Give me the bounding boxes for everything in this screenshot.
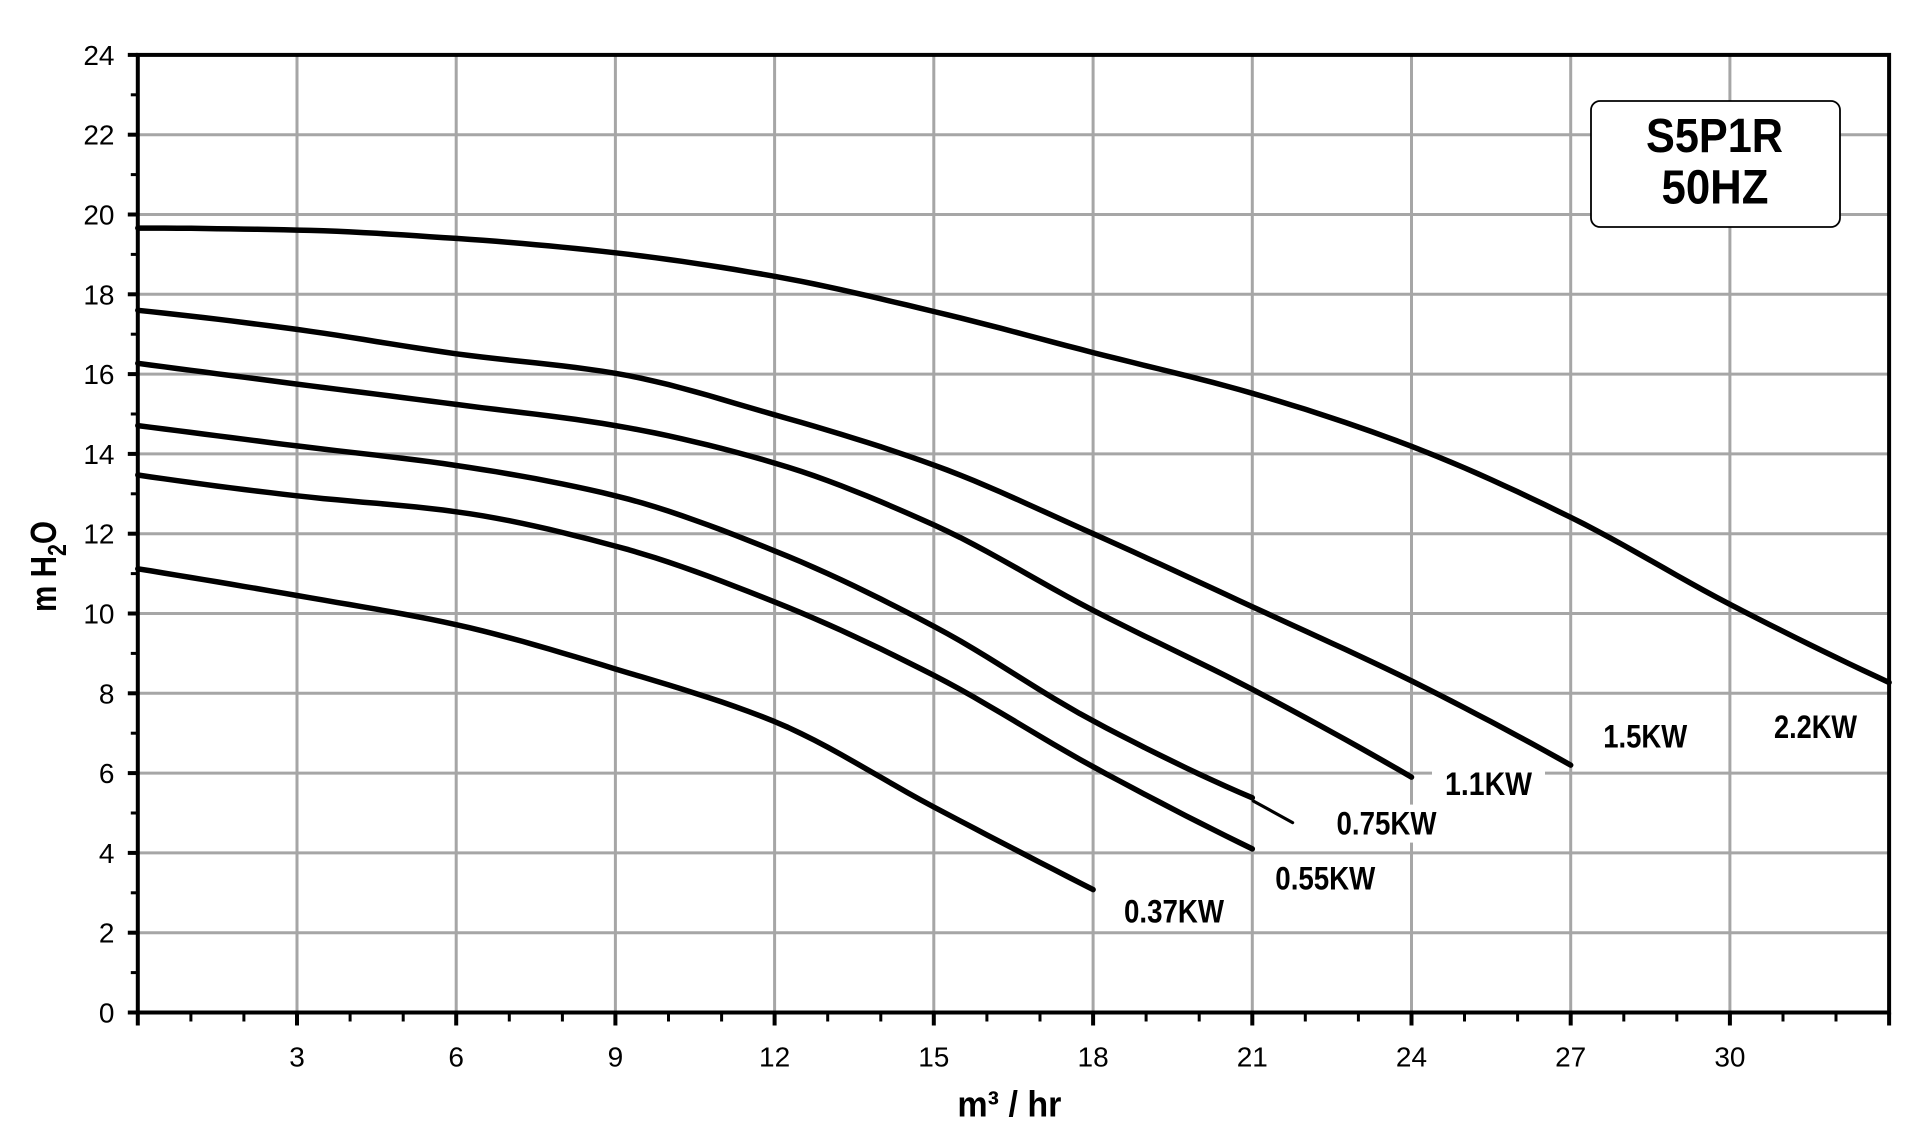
svg-text:24: 24 xyxy=(1396,1042,1427,1073)
svg-text:S5P1R: S5P1R xyxy=(1646,110,1783,163)
svg-text:21: 21 xyxy=(1237,1042,1268,1073)
svg-text:24: 24 xyxy=(83,40,114,71)
svg-text:18: 18 xyxy=(83,279,114,310)
svg-text:0.37KW: 0.37KW xyxy=(1124,894,1225,930)
svg-text:6: 6 xyxy=(448,1042,464,1073)
svg-text:15: 15 xyxy=(918,1042,949,1073)
svg-text:30: 30 xyxy=(1714,1042,1745,1073)
svg-text:27: 27 xyxy=(1555,1042,1586,1073)
svg-text:0.55KW: 0.55KW xyxy=(1275,861,1376,897)
svg-text:50HZ: 50HZ xyxy=(1662,162,1769,215)
svg-text:12: 12 xyxy=(83,519,114,550)
svg-text:18: 18 xyxy=(1078,1042,1109,1073)
svg-text:3: 3 xyxy=(289,1042,305,1073)
svg-text:12: 12 xyxy=(759,1042,790,1073)
svg-text:1.1KW: 1.1KW xyxy=(1445,766,1533,802)
svg-text:16: 16 xyxy=(83,359,114,390)
svg-text:0: 0 xyxy=(99,998,115,1029)
svg-text:22: 22 xyxy=(83,120,114,151)
svg-text:9: 9 xyxy=(608,1042,624,1073)
svg-text:m H2O: m H2O xyxy=(23,521,72,612)
svg-text:2: 2 xyxy=(99,918,115,949)
svg-text:2.2KW: 2.2KW xyxy=(1774,709,1858,745)
svg-text:1.5KW: 1.5KW xyxy=(1603,719,1688,755)
svg-text:m³ / hr: m³ / hr xyxy=(957,1084,1061,1125)
svg-text:20: 20 xyxy=(83,200,114,231)
svg-text:10: 10 xyxy=(83,599,114,630)
svg-text:6: 6 xyxy=(99,758,115,789)
svg-text:14: 14 xyxy=(83,439,114,470)
svg-text:0.75KW: 0.75KW xyxy=(1337,806,1438,842)
svg-text:4: 4 xyxy=(99,838,115,869)
svg-text:8: 8 xyxy=(99,678,115,709)
